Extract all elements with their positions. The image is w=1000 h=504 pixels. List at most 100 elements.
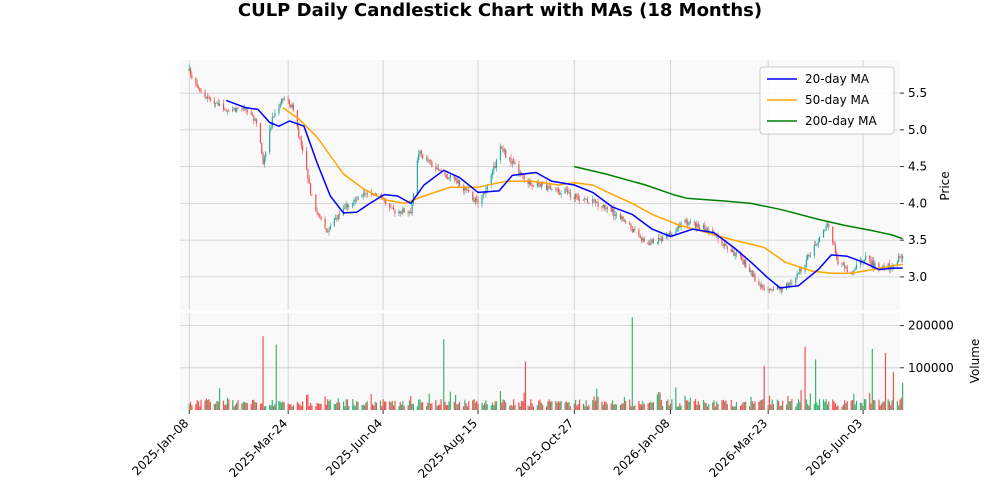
volume-bar: [362, 404, 364, 410]
volume-bar: [375, 402, 378, 410]
candle-body: [676, 227, 678, 232]
candle-body: [742, 260, 744, 265]
candle-body: [899, 256, 901, 258]
volume-bar: [265, 406, 267, 410]
volume-bar: [639, 404, 641, 410]
volume-bar: [437, 404, 440, 410]
candle-body: [902, 255, 904, 259]
candle-body: [502, 148, 504, 152]
candle-body: [762, 285, 764, 289]
candle-body: [813, 245, 815, 256]
candle-body: [708, 229, 710, 232]
volume-bar: [532, 406, 534, 410]
candle-body: [320, 216, 322, 219]
volume-bar: [817, 405, 819, 410]
volume-bar: [853, 393, 855, 410]
volume-bar: [280, 402, 283, 410]
volume-bar: [884, 353, 887, 410]
candle-body: [354, 199, 356, 201]
volume-bar: [869, 393, 871, 410]
candle-body: [520, 172, 523, 175]
volume-bar: [250, 404, 252, 410]
candle-body: [445, 175, 447, 178]
volume-bar: [610, 403, 612, 410]
volume-bar: [902, 382, 904, 410]
candle-body: [739, 252, 742, 256]
candle-body: [519, 172, 521, 175]
candle-body: [290, 104, 292, 108]
candle-body: [536, 182, 538, 187]
volume-bar: [361, 405, 363, 410]
candle-body: [725, 243, 727, 246]
volume-bar: [633, 406, 635, 410]
volume-bar: [592, 400, 594, 410]
volume-bar: [567, 402, 569, 410]
candle-body: [333, 218, 335, 226]
candle-body: [693, 221, 695, 223]
volume-bar: [538, 400, 540, 410]
candle-body: [668, 232, 670, 237]
volume-bar: [724, 401, 726, 410]
candle-body: [631, 228, 633, 232]
volume-bar: [205, 398, 207, 410]
volume-bar: [647, 403, 649, 410]
volume-bar: [495, 401, 498, 410]
volume-bar: [389, 401, 391, 410]
candle-body: [444, 172, 446, 176]
candle-body: [453, 174, 455, 180]
candle-body: [758, 281, 760, 285]
volume-bar: [352, 399, 354, 410]
candle-body: [196, 83, 198, 88]
candle-body: [224, 109, 226, 111]
candle-body: [279, 104, 281, 108]
price-candles: [188, 64, 904, 295]
candle-body: [768, 289, 771, 290]
volume-bar: [259, 403, 262, 410]
volume-bar: [271, 399, 273, 410]
volume-bar: [195, 404, 197, 410]
volume-bar: [656, 394, 658, 410]
candle-body: [564, 189, 566, 194]
candle-body: [273, 116, 275, 118]
candle-body: [382, 197, 384, 199]
candle-body: [204, 91, 206, 98]
candle-body: [408, 212, 411, 213]
volume-bar: [576, 405, 578, 410]
candle-body: [808, 254, 810, 256]
candle-body: [828, 224, 830, 227]
candle-body: [364, 193, 366, 195]
volume-bar: [666, 400, 668, 410]
volume-bar: [381, 405, 383, 410]
volume-bar: [825, 399, 827, 410]
volume-bar: [254, 402, 256, 410]
price-tick-label: 3.5: [908, 233, 927, 247]
candle-body: [799, 268, 801, 274]
candle-body: [510, 157, 512, 164]
volume-bar: [383, 401, 385, 410]
volume-bar: [549, 401, 552, 410]
candle-body: [370, 193, 372, 195]
volume-bar: [336, 402, 338, 410]
candle-body: [606, 207, 608, 209]
volume-bar: [808, 405, 810, 410]
volume-bar: [855, 400, 858, 410]
volume-bar: [296, 401, 298, 410]
candle-body: [771, 288, 773, 290]
volume-bar: [557, 401, 560, 410]
candle-body: [477, 200, 479, 204]
volume-bar: [861, 403, 863, 410]
candle-body: [327, 231, 329, 233]
volume-bar: [542, 404, 544, 410]
volume-bar: [344, 405, 346, 410]
candle-body: [850, 271, 852, 273]
candle-body: [822, 230, 825, 238]
volume-bar: [408, 400, 411, 410]
candle-body: [435, 166, 437, 170]
candle-body: [530, 182, 532, 186]
candle-body: [818, 237, 821, 243]
candle-body: [399, 211, 401, 214]
volume-bar: [698, 404, 701, 410]
volume-bar: [300, 405, 302, 410]
candle-body: [833, 243, 835, 245]
volume-bar: [634, 405, 636, 410]
